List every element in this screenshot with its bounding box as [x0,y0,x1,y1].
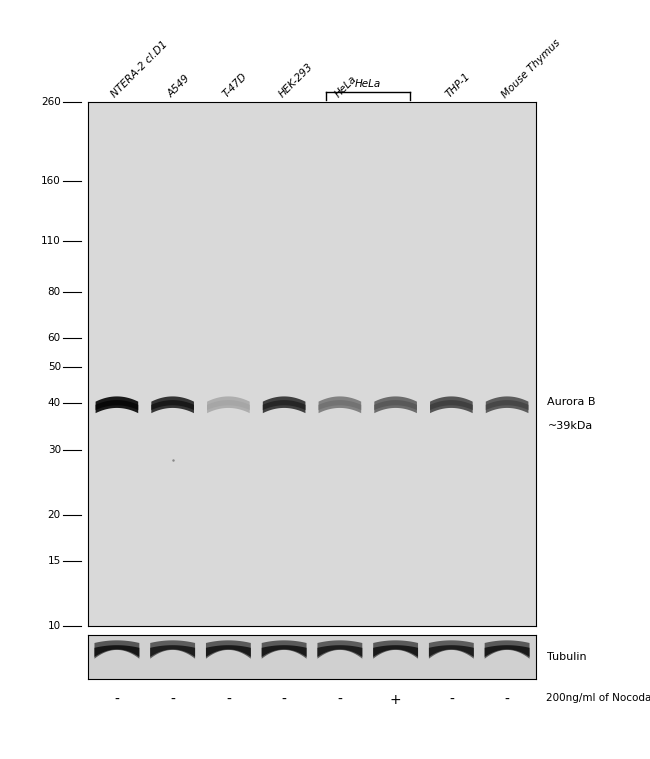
Text: -: - [114,693,120,707]
Polygon shape [374,396,417,413]
Text: HEK-293: HEK-293 [277,62,315,100]
Text: 260: 260 [41,97,61,108]
Text: 160: 160 [41,175,61,185]
Polygon shape [94,641,139,659]
Polygon shape [263,400,306,410]
Polygon shape [150,645,195,657]
Polygon shape [94,645,139,657]
Text: -: - [170,693,175,707]
Polygon shape [206,645,251,657]
Text: -: - [504,693,510,707]
Text: 200ng/ml of Nocodazole for 24h: 200ng/ml of Nocodazole for 24h [546,693,650,703]
Text: +: + [390,693,402,707]
Polygon shape [317,645,362,657]
Polygon shape [430,400,473,410]
Polygon shape [151,396,194,413]
Polygon shape [263,396,306,413]
Polygon shape [485,645,530,657]
Text: 40: 40 [47,398,61,408]
Text: -: - [449,693,454,707]
Polygon shape [317,641,362,659]
Text: -: - [281,693,287,707]
Text: -: - [337,693,343,707]
Text: Mouse Thymus: Mouse Thymus [500,37,562,100]
Text: 110: 110 [41,236,61,246]
Text: 80: 80 [47,287,61,297]
Polygon shape [486,396,528,413]
Text: 50: 50 [47,363,61,373]
Text: Aurora B: Aurora B [547,397,596,407]
Polygon shape [96,396,138,413]
Polygon shape [262,641,307,659]
Text: 15: 15 [47,556,61,566]
Polygon shape [207,396,250,413]
Text: HeLa: HeLa [355,80,381,90]
Text: 10: 10 [47,621,61,631]
Polygon shape [485,641,530,659]
Polygon shape [486,400,528,410]
Text: A549: A549 [166,74,192,100]
Polygon shape [373,641,418,659]
Polygon shape [262,645,307,657]
Polygon shape [150,641,195,659]
Text: THP-1: THP-1 [445,71,473,100]
Text: ~39kDa: ~39kDa [547,420,593,431]
Text: NTERA-2 cl.D1: NTERA-2 cl.D1 [110,39,170,100]
Polygon shape [207,400,250,410]
Polygon shape [430,396,473,413]
Text: HeLa: HeLa [333,74,358,100]
Text: 20: 20 [47,510,61,520]
Text: -: - [226,693,231,707]
Polygon shape [206,641,251,659]
Polygon shape [318,396,361,413]
Polygon shape [96,400,138,410]
Text: 60: 60 [47,333,61,343]
Polygon shape [318,400,361,410]
Polygon shape [429,645,474,657]
Polygon shape [151,400,194,410]
Polygon shape [429,641,474,659]
Polygon shape [373,645,418,657]
Polygon shape [374,400,417,410]
Text: Tubulin: Tubulin [547,652,587,663]
Text: T-47D: T-47D [221,71,250,100]
Text: 30: 30 [47,445,61,455]
